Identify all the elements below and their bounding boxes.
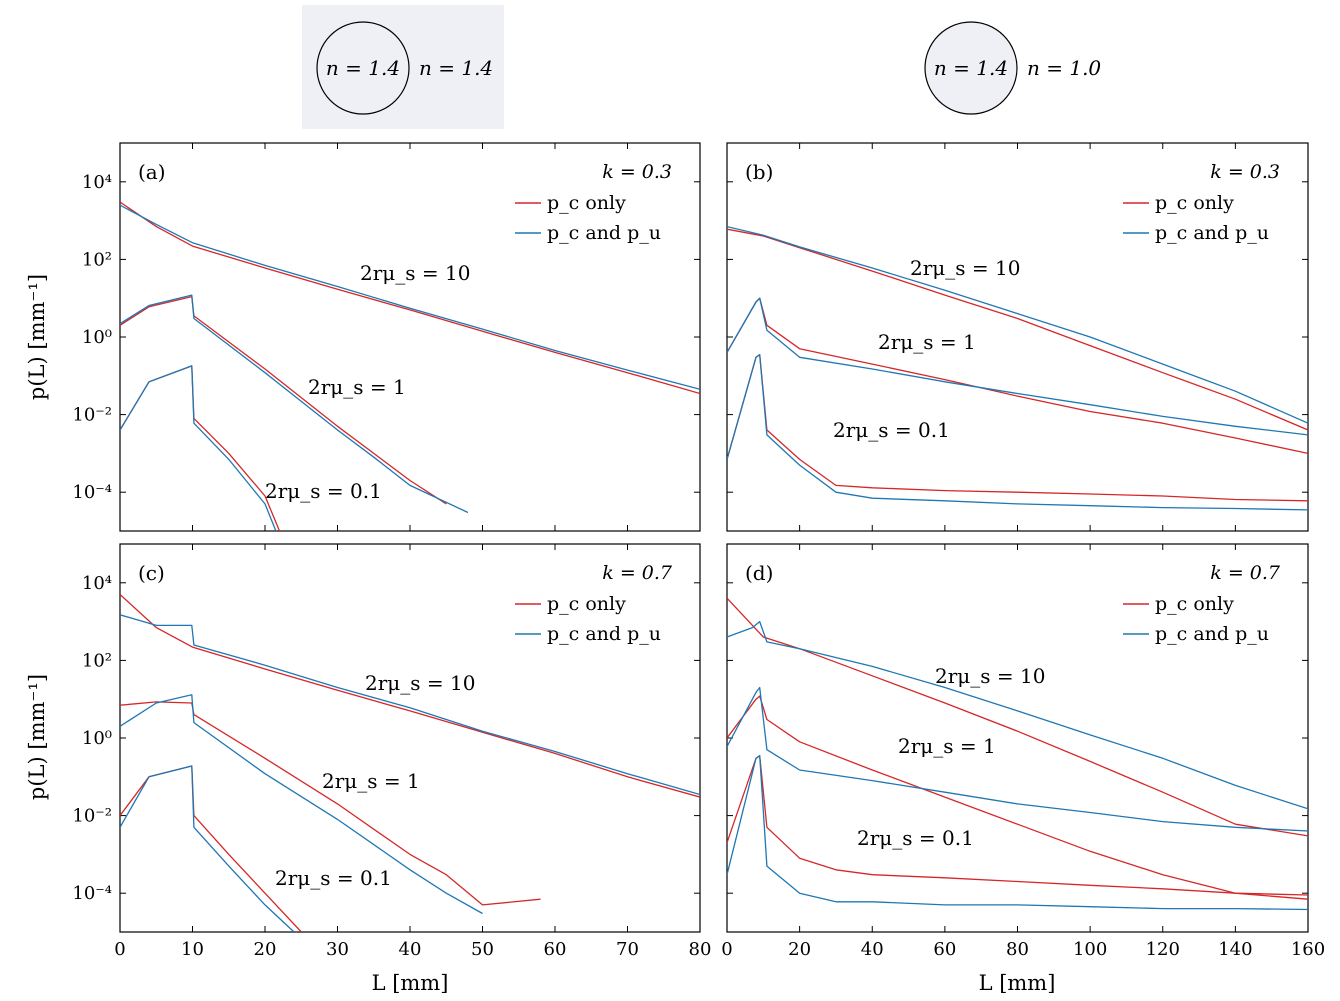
x-tick-label: 80 [689, 939, 712, 960]
sphere-icon [924, 21, 1018, 115]
series-line-pc-only [120, 765, 302, 932]
y-tick-label: 10⁻⁴ [72, 883, 112, 904]
series-line-pc-only [120, 594, 700, 798]
x-axis-title-right: L [mm] [979, 971, 1056, 995]
series-line-pc-and-pu [120, 614, 700, 796]
legend-label-pc-and-pu: p_c and p_u [1155, 623, 1269, 645]
legend-label-pc-only: p_c only [1155, 593, 1234, 615]
schematic-right: n = 1.4 n = 1.0 [924, 21, 1101, 115]
series-line-pc-and-pu [120, 204, 700, 390]
curve-annotation: 2rμ_s = 10 [910, 256, 1020, 280]
x-tick-label: 80 [1006, 939, 1029, 960]
x-tick-label: 20 [254, 939, 277, 960]
series-line-pc-and-pu [727, 686, 1308, 832]
panel-label: (b) [745, 160, 773, 184]
series-line-pc-only [120, 201, 700, 395]
schematic-left-outside-label: n = 1.4 [419, 56, 493, 80]
x-tick-label: 60 [933, 939, 956, 960]
panel-b: (b) k = 0.3 p_c only p_c and p_u 2rμ_s = 10 2… [726, 142, 1309, 532]
series-line-pc-only [727, 354, 1308, 502]
y-tick-label: 10² [82, 650, 112, 671]
curve-annotation: 2rμ_s = 1 [878, 330, 976, 354]
y-tick-label: 10² [82, 249, 112, 270]
x-tick-label: 10 [181, 939, 204, 960]
x-tick-label: 100 [1073, 939, 1107, 960]
x-axis-title-left: L [mm] [372, 971, 449, 995]
sphere-icon [316, 21, 410, 115]
curve-annotation: 2rμ_s = 10 [935, 664, 1045, 688]
curve-annotation: 2rμ_s = 1 [898, 734, 996, 758]
curve-annotation: 2rμ_s = 1 [308, 375, 406, 399]
x-tick-label: 40 [399, 939, 422, 960]
k-label: k = 0.7 [602, 562, 673, 584]
curve-annotation: 2rμ_s = 1 [322, 769, 420, 793]
x-tick-label: 40 [861, 939, 884, 960]
series-line-pc-and-pu [120, 365, 277, 531]
y-axis-title-top: p(L) [mm⁻¹] [25, 274, 49, 400]
series-line-pc-only [727, 228, 1308, 431]
x-tick-label: 140 [1218, 939, 1252, 960]
y-axis-title-bottom: p(L) [mm⁻¹] [25, 674, 49, 800]
series-line-pc-only [120, 701, 541, 906]
panel-a: 10⁴ 10² 10⁰ 10⁻² 10⁻⁴ (a) k = 0.3 p_c only p_c a… [72, 142, 701, 532]
panel-label: (a) [138, 160, 166, 184]
x-tick-label: 60 [544, 939, 567, 960]
series-line-pc-and-pu [727, 297, 1308, 436]
schematic-left: n = 1.4 n = 1.4 [302, 5, 504, 129]
x-tick-label: 120 [1146, 939, 1180, 960]
y-tick-label: 10⁻² [72, 405, 112, 426]
k-label: k = 0.7 [1210, 562, 1281, 584]
panel-label: (d) [745, 561, 773, 585]
x-tick-label: 20 [788, 939, 811, 960]
k-label: k = 0.3 [602, 161, 672, 183]
series-line-pc-only [727, 755, 1308, 896]
legend-label-pc-and-pu: p_c and p_u [547, 222, 661, 244]
legend-label-pc-only: p_c only [1155, 192, 1234, 214]
curve-annotation: 2rμ_s = 0.1 [833, 418, 950, 442]
series-line-pc-and-pu [120, 694, 483, 915]
y-tick-label: 10⁻⁴ [72, 482, 112, 503]
curve-annotation: 2rμ_s = 0.1 [857, 826, 974, 850]
legend-label-pc-and-pu: p_c and p_u [547, 623, 661, 645]
panel-c: 10⁴ 10² 10⁰ 10⁻² 10⁻⁴ 0 10 20 30 40 50 60 70 80 (c) k =… [72, 543, 712, 960]
schematic-right-inside-label: n = 1.4 [934, 56, 1008, 80]
y-tick-label: 10⁰ [82, 327, 112, 348]
x-tick-label: 70 [616, 939, 639, 960]
x-tick-label: 30 [326, 939, 349, 960]
series-line-pc-and-pu [727, 225, 1308, 424]
series-line-pc-only [727, 695, 1308, 900]
y-tick-label: 10⁰ [82, 728, 112, 749]
series-line-pc-only [727, 597, 1308, 837]
panel-label: (c) [138, 561, 165, 585]
series-line-pc-only [727, 297, 1308, 455]
schematic-left-inside-label: n = 1.4 [326, 56, 400, 80]
series-line-pc-and-pu [727, 620, 1308, 810]
x-tick-label: 0 [721, 939, 732, 960]
x-tick-label: 50 [471, 939, 494, 960]
series-line-pc-and-pu [120, 765, 295, 932]
k-label: k = 0.3 [1210, 161, 1280, 183]
y-tick-label: 10⁴ [82, 172, 112, 193]
y-tick-label: 10⁴ [82, 573, 112, 594]
curve-annotation: 2rμ_s = 0.1 [275, 866, 392, 890]
schematic-right-outside-label: n = 1.0 [1027, 56, 1101, 80]
curve-annotation: 2rμ_s = 10 [365, 671, 475, 695]
series-line-pc-only [120, 295, 447, 505]
series-line-pc-and-pu [727, 755, 1308, 911]
series-line-pc-and-pu [727, 354, 1308, 511]
x-tick-label: 160 [1291, 939, 1325, 960]
legend-label-pc-only: p_c only [547, 593, 626, 615]
curve-annotation: 2rμ_s = 10 [360, 261, 470, 285]
curve-annotation: 2rμ_s = 0.1 [265, 479, 382, 503]
legend-label-pc-only: p_c only [547, 192, 626, 214]
y-tick-label: 10⁻² [72, 806, 112, 827]
legend-label-pc-and-pu: p_c and p_u [1155, 222, 1269, 244]
x-tick-label: 0 [114, 939, 125, 960]
panel-d: 0 20 40 60 80 100 120 140 160 (d) k = 0.7 p_c only p… [721, 543, 1325, 960]
series-line-pc-and-pu [120, 294, 469, 514]
